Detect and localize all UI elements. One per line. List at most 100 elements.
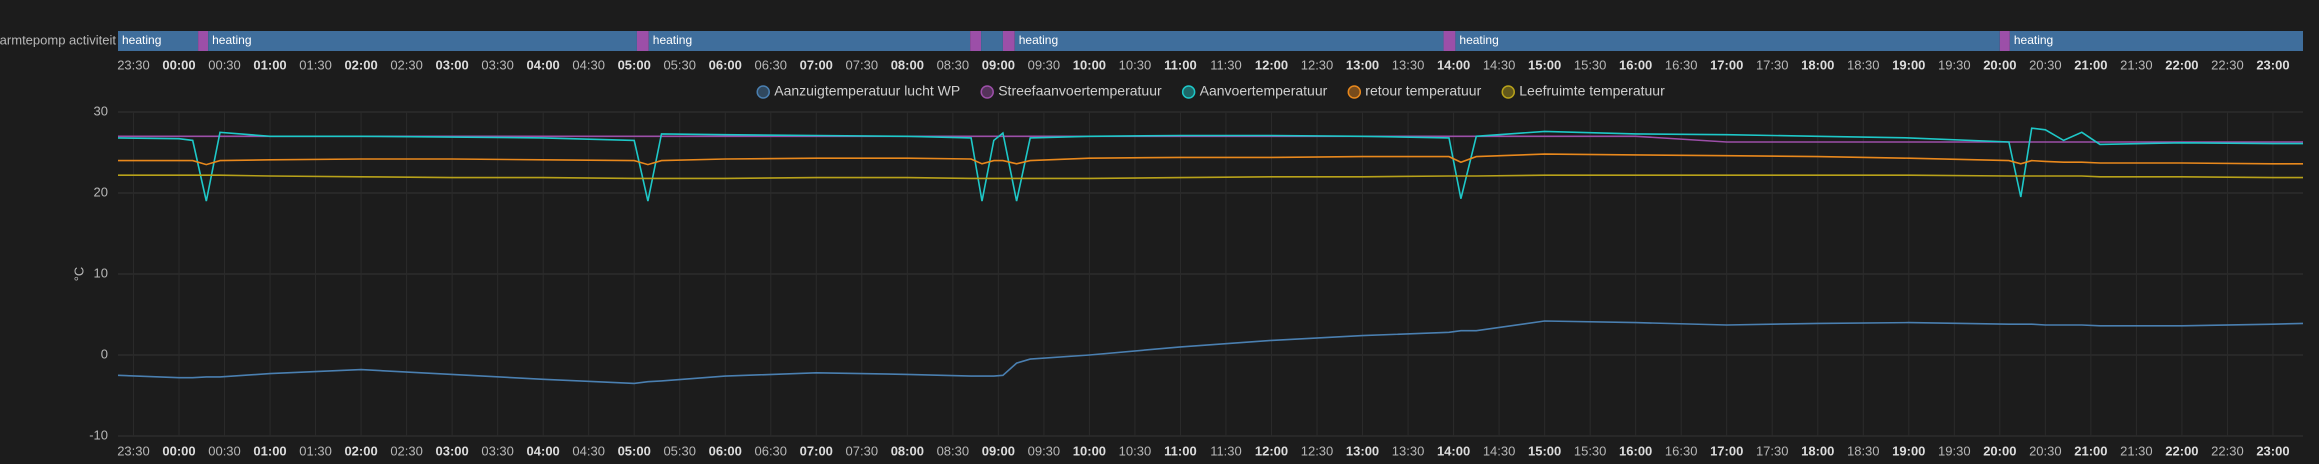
timeline-segment	[970, 31, 982, 51]
x-tick-label: 04:00	[527, 443, 560, 458]
timeline-tick-label: 04:00	[527, 57, 560, 72]
legend-label: Leefruimte temperatuur	[1519, 83, 1665, 99]
legend-swatch	[980, 85, 994, 99]
timeline-segment	[118, 31, 199, 51]
timeline-tick-label: 02:00	[344, 57, 377, 72]
timeline-tick-label: 06:30	[754, 57, 787, 72]
x-tick-label: 20:00	[1983, 443, 2016, 458]
timeline-segment	[981, 31, 1003, 51]
legend-swatch	[1501, 85, 1515, 99]
x-tick-label: 17:00	[1710, 443, 1743, 458]
x-tick-label: 11:30	[1210, 443, 1242, 458]
x-tick-label: 14:30	[1483, 443, 1516, 458]
x-tick-label: 12:00	[1255, 443, 1288, 458]
x-tick-label: 22:00	[2165, 443, 2198, 458]
x-tick-label: 01:00	[253, 443, 286, 458]
timeline-tick-label: 09:30	[1028, 57, 1061, 72]
legend-swatch	[1181, 85, 1196, 99]
legend-label: Aanvoertemperatuur	[1200, 83, 1328, 99]
x-tick-label: 20:30	[2029, 443, 2062, 458]
x-tick-label: 10:30	[1119, 443, 1152, 458]
segment-label: heating	[1019, 33, 1058, 47]
x-tick-label: 00:00	[162, 443, 195, 458]
timeline-segment	[208, 31, 637, 51]
x-tick-label: 07:30	[846, 443, 879, 458]
timeline-tick-label: 00:30	[208, 57, 241, 72]
segment-label: heating	[122, 33, 161, 47]
timeline-tick-label: 21:30	[2120, 57, 2153, 72]
timeline-tick-label: 07:30	[846, 57, 879, 72]
segment-label: heating	[212, 33, 251, 47]
timeline-tick-label: 05:30	[663, 57, 696, 72]
x-tick-label: 03:00	[435, 443, 468, 458]
x-tick-label: 05:00	[618, 443, 651, 458]
x-tick-label: 18:00	[1801, 443, 1834, 458]
timeline-tick-label: 14:30	[1483, 57, 1516, 72]
x-tick-label: 07:00	[800, 443, 833, 458]
timeline-tick-label: 01:00	[253, 57, 286, 72]
timeline-tick-label: 04:30	[572, 57, 605, 72]
timeline-segment	[1014, 31, 1444, 51]
x-tick-label: 18:30	[1847, 443, 1880, 458]
x-tick-label: 06:00	[709, 443, 742, 458]
x-tick-label: 23:00	[2256, 443, 2289, 458]
x-tick-label: 17:30	[1756, 443, 1789, 458]
timeline-tick-label: 16:30	[1665, 57, 1698, 72]
timeline-tick-label: 22:00	[2165, 57, 2198, 72]
x-tick-label: 09:30	[1028, 443, 1061, 458]
segment-label: heating	[1459, 33, 1498, 47]
series-line	[118, 153, 2303, 166]
timeline-segment	[1443, 31, 1456, 51]
timeline-tick-label: 07:00	[800, 57, 833, 72]
x-tick-label: 13:00	[1346, 443, 1379, 458]
x-tick-label: 02:00	[344, 443, 377, 458]
y-tick-label: 0	[101, 346, 108, 361]
x-tick-label: 01:30	[299, 443, 332, 458]
x-tick-label: 05:30	[663, 443, 696, 458]
timeline-tick-label: 10:00	[1073, 57, 1106, 72]
timeline-tick-label: 12:30	[1301, 57, 1334, 72]
timeline-tick-label: 08:30	[937, 57, 970, 72]
timeline-tick-label: 13:30	[1392, 57, 1425, 72]
x-tick-label: 19:30	[1938, 443, 1971, 458]
timeline-segment	[1002, 31, 1015, 51]
x-tick-label: 22:30	[2211, 443, 2244, 458]
x-tick-label: 02:30	[390, 443, 423, 458]
x-tick-label: 04:30	[572, 443, 605, 458]
timeline-tick-label: 17:00	[1710, 57, 1743, 72]
legend-label: Streefaanvoertemperatuur	[998, 83, 1162, 99]
timeline-tick-label: 15:00	[1528, 57, 1561, 72]
timeline-tick-label: 19:00	[1892, 57, 1925, 72]
timeline-tick-label: 06:00	[709, 57, 742, 72]
timeline-tick-label: 20:30	[2029, 57, 2062, 72]
x-tick-label: 06:30	[754, 443, 787, 458]
timeline-tick-label: 18:00	[1801, 57, 1834, 72]
y-tick-label: 20	[94, 184, 108, 199]
legend-label: Aanzuigtemperatuur lucht WP	[774, 83, 960, 99]
timeline-segment	[648, 31, 971, 51]
x-tick-label: 15:30	[1574, 443, 1607, 458]
series-line	[117, 127, 2303, 202]
x-tick-label: 09:00	[982, 443, 1015, 458]
segment-label: heating	[2014, 33, 2053, 47]
segment-label: heating	[653, 33, 692, 47]
x-tick-label: 21:30	[2120, 443, 2153, 458]
timeline-tick-label: 23:30	[117, 57, 150, 72]
timeline-tick-label: 00:00	[162, 57, 195, 72]
timeline-tick-label: 02:30	[390, 57, 423, 72]
x-tick-label: 13:30	[1392, 443, 1425, 458]
timeline-tick-label: 13:00	[1346, 57, 1379, 72]
series-line	[117, 320, 2304, 385]
timeline-tick-label: 16:00	[1619, 57, 1652, 72]
legend-swatch	[1347, 85, 1362, 99]
timeline-tick-label: 01:30	[299, 57, 332, 72]
timeline-segment	[1455, 31, 2000, 51]
y-tick-label: -10	[89, 427, 108, 442]
x-tick-label: 16:00	[1619, 443, 1652, 458]
legend-swatch	[756, 85, 770, 99]
timeline-tick-label: 08:00	[891, 57, 924, 72]
timeline-segment	[1999, 31, 2010, 51]
timeline-tick-label: 23:00	[2256, 57, 2289, 72]
